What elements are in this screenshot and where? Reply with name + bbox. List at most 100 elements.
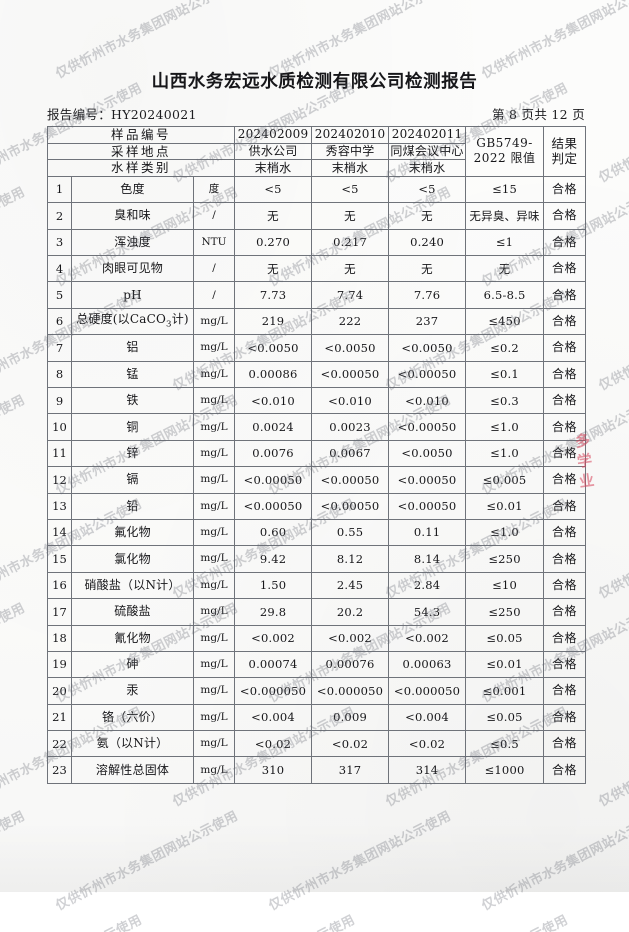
- row-standard-limit: ≤1.0: [465, 413, 545, 441]
- row-value-sample-2: <0.010: [311, 386, 390, 415]
- row-standard-limit: ≤1.0: [465, 439, 545, 468]
- row-standard-limit: ≤0.01: [465, 650, 545, 679]
- header-sample-id-3: 202402011: [388, 126, 467, 144]
- row-item-name: 铝: [71, 334, 194, 362]
- header-sample-type-2: 末梢水: [311, 159, 390, 177]
- row-index: 15: [47, 545, 72, 573]
- table-header: 样品编号 202402009 202402010 202402011 GB574…: [46, 126, 587, 177]
- row-index: 10: [47, 413, 72, 441]
- row-item-name: 浑浊度: [71, 228, 194, 257]
- row-value-sample-3: <0.00050: [388, 413, 467, 441]
- row-index: 21: [47, 703, 72, 732]
- report-meta-row: 报告编号：HY20240021 第 8 页共 12 页: [47, 104, 585, 123]
- table-row: 15 氯化物 mg/L 9.42 8.12 8.14 ≤250 合格: [47, 545, 587, 573]
- row-item-name: 砷: [71, 650, 194, 679]
- row-judgement: 合格: [543, 439, 587, 468]
- header-sample-site-1: 供水公司: [234, 142, 313, 161]
- row-standard-limit: ≤0.001: [465, 677, 545, 705]
- row-value-sample-1: 0.270: [234, 228, 313, 257]
- row-unit: /: [192, 281, 236, 309]
- row-standard-limit: ≤0.5: [465, 730, 545, 758]
- row-unit: NTU: [192, 228, 236, 257]
- table-row: 12 镉 mg/L <0.00050 <0.00050 <0.00050 ≤0.005 合格: [47, 466, 587, 494]
- row-unit: mg/L: [192, 439, 236, 468]
- row-value-sample-3: <0.002: [388, 624, 467, 652]
- water-quality-results-table: 样品编号 202402009 202402010 202402011 GB574…: [46, 126, 587, 784]
- row-index: 18: [47, 624, 72, 652]
- row-value-sample-2: 无: [311, 202, 390, 230]
- row-value-sample-1: 0.60: [234, 518, 313, 547]
- row-index: 19: [47, 650, 72, 679]
- row-item-name: 臭和味: [71, 202, 194, 230]
- row-value-sample-3: 0.00063: [388, 650, 467, 679]
- row-item-name: 铁: [71, 386, 194, 415]
- row-unit: mg/L: [192, 545, 236, 573]
- watermark-text: 仅供忻州市水务集团网站公示使用: [382, 909, 571, 932]
- row-unit: mg/L: [192, 624, 236, 652]
- table-row: 18 氰化物 mg/L <0.002 <0.002 <0.002 ≤0.05 合格: [47, 624, 587, 652]
- row-standard-limit: ≤250: [465, 545, 545, 573]
- header-judgement: 结果 判定: [543, 126, 587, 177]
- row-standard-limit: 6.5-8.5: [465, 281, 545, 309]
- header-sample-type-1: 末梢水: [234, 159, 313, 177]
- row-unit: mg/L: [192, 413, 236, 441]
- row-judgement: 合格: [543, 518, 587, 547]
- row-value-sample-3: 无: [388, 255, 467, 283]
- row-index: 22: [47, 730, 72, 758]
- row-item-name: 镉: [71, 466, 194, 494]
- table-row: 17 硫酸盐 mg/L 29.8 20.2 54.3 ≤250 合格: [47, 598, 587, 626]
- table-row: 10 铜 mg/L 0.0024 0.0023 <0.00050 ≤1.0 合格: [47, 413, 587, 441]
- table-row: 7 铝 mg/L <0.0050 <0.0050 <0.0050 ≤0.2 合格: [47, 334, 587, 362]
- row-standard-limit: ≤0.05: [465, 703, 545, 732]
- header-sample-id-1: 202402009: [234, 126, 313, 144]
- row-value-sample-1: <0.010: [234, 386, 313, 415]
- row-value-sample-2: 0.009: [311, 703, 390, 732]
- row-value-sample-3: <0.00050: [388, 360, 467, 389]
- row-value-sample-2: <0.000050: [311, 677, 390, 705]
- row-judgement: 合格: [543, 175, 587, 204]
- row-item-name: 硫酸盐: [71, 598, 194, 626]
- row-unit: mg/L: [192, 703, 236, 732]
- header-row-sample-site: 采样地点 供水公司 秀容中学 同煤会议中心: [46, 142, 586, 161]
- row-value-sample-2: <0.0050: [311, 334, 390, 362]
- row-value-sample-1: 1.50: [234, 571, 313, 600]
- header-judgement-line2: 判定: [551, 151, 578, 167]
- row-judgement: 合格: [543, 677, 587, 705]
- row-judgement: 合格: [543, 703, 587, 732]
- row-item-name: 氟化物: [71, 518, 194, 547]
- row-value-sample-3: <0.02: [388, 730, 467, 758]
- table-row: 6 总硬度(以CaCO3计) mg/L 219 222 237 ≤450 合格: [47, 307, 587, 336]
- row-value-sample-3: <0.004: [388, 703, 467, 732]
- row-judgement: 合格: [543, 650, 587, 679]
- header-row-sample-id: 样品编号 202402009 202402010 202402011 GB574…: [46, 126, 587, 177]
- row-value-sample-1: <0.02: [234, 730, 313, 758]
- table-row: 19 砷 mg/L 0.00074 0.00076 0.00063 ≤0.01 合格: [47, 650, 587, 679]
- row-unit: mg/L: [192, 307, 236, 336]
- row-value-sample-2: 0.0023: [311, 413, 390, 441]
- row-judgement: 合格: [543, 545, 587, 573]
- row-value-sample-2: <0.002: [311, 624, 390, 652]
- row-index: 8: [47, 360, 72, 389]
- row-item-name: 氨（以N计）: [71, 730, 194, 758]
- header-sample-type-label: 水样类别: [46, 159, 236, 177]
- row-value-sample-1: 无: [234, 255, 313, 283]
- page-number: 第 8 页共 12 页: [491, 107, 585, 122]
- row-value-sample-1: 7.73: [234, 281, 313, 309]
- row-index: 16: [47, 571, 72, 600]
- row-value-sample-1: <0.0050: [234, 334, 313, 362]
- row-judgement: 合格: [543, 756, 587, 784]
- row-item-name: 氯化物: [71, 545, 194, 573]
- row-item-name: 硝酸盐（以N计）: [71, 571, 194, 600]
- table-row: 22 氨（以N计） mg/L <0.02 <0.02 <0.02 ≤0.5 合格: [47, 730, 587, 758]
- row-unit: /: [192, 202, 236, 230]
- row-standard-limit: ≤0.3: [465, 386, 545, 415]
- row-item-name: 肉眼可见物: [71, 255, 194, 283]
- row-index: 11: [47, 439, 72, 468]
- header-standard-limit-line1: GB5749-: [476, 136, 533, 151]
- row-value-sample-1: 29.8: [234, 598, 313, 626]
- row-value-sample-3: 7.76: [388, 281, 467, 309]
- row-index: 4: [47, 255, 72, 283]
- row-value-sample-3: 0.240: [388, 228, 467, 257]
- row-value-sample-1: 9.42: [234, 545, 313, 573]
- row-value-sample-1: 0.0076: [234, 439, 313, 468]
